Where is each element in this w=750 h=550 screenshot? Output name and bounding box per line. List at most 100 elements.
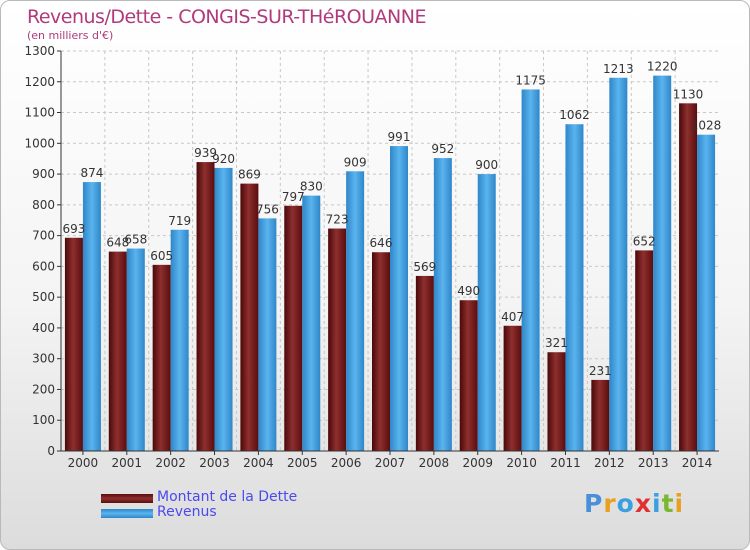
bar-dette [196,162,215,452]
y-tick-label: 300 [32,352,55,366]
x-tick-label: 2002 [155,456,186,470]
data-label: 874 [80,166,103,180]
bar-dette [108,251,127,451]
data-label: 939 [194,146,217,160]
logo-letter: P [584,489,604,518]
data-label: 231 [589,364,612,378]
bar-dette [240,183,259,451]
data-label: 490 [457,284,480,298]
proxiti-logo: Proxiti [584,489,684,518]
bar-revenus [609,77,628,452]
bar-revenus [126,248,145,451]
bar-dette [679,103,698,452]
bar-revenus [214,167,233,451]
bar-revenus [697,134,716,451]
y-tick-label: 200 [32,382,55,396]
data-label: 652 [633,234,656,248]
bar-dette [64,237,83,451]
data-label: 658 [124,233,147,247]
data-label: 991 [388,130,411,144]
y-tick-label: 600 [32,259,55,273]
logo-letter: x [634,489,652,518]
logo-letter: i [674,489,685,518]
bar-revenus [346,171,365,452]
x-tick-label: 2011 [550,456,581,470]
legend-swatch-debt [101,494,153,503]
x-tick-label: 2013 [638,456,669,470]
legend-swatch-revenus [101,509,153,518]
logo-letter: r [603,489,617,518]
x-tick-label: 2001 [112,456,143,470]
bar-revenus [565,124,584,451]
data-label: 569 [413,260,436,274]
data-label: 900 [475,158,498,172]
x-tick-label: 2014 [682,456,713,470]
data-label: 952 [431,142,454,156]
bar-dette [591,379,610,451]
x-tick-label: 2012 [594,456,625,470]
logo-letter: i [652,489,662,518]
x-tick-label: 2009 [462,456,493,470]
bar-revenus [82,182,101,452]
y-tick-label: 1100 [24,106,55,120]
chart-title: Revenus/Dette - CONGIS-SUR-THéROUANNE [27,6,426,28]
bar-revenus [653,75,672,451]
data-label: 920 [212,152,235,166]
bar-dette [284,205,303,451]
data-label: 605 [150,249,173,263]
y-tick-label: 1000 [24,136,55,150]
x-tick-label: 2010 [506,456,537,470]
bar-revenus [521,89,540,451]
y-tick-label: 800 [32,198,55,212]
x-tick-label: 2005 [287,456,318,470]
data-label: 909 [344,155,367,169]
x-tick-label: 2008 [419,456,450,470]
data-label: 1213 [603,62,634,76]
y-tick-label: 400 [32,321,55,335]
data-label: 1062 [559,108,590,122]
data-label: 719 [168,214,191,228]
bar-revenus [433,158,452,452]
bar-dette [152,264,171,451]
data-label: 797 [282,190,305,204]
bar-dette [328,228,347,451]
bar-revenus [302,195,321,451]
x-tick-label: 2003 [199,456,230,470]
data-label: 1028 [691,119,722,133]
x-tick-label: 2000 [68,456,99,470]
bar-dette [503,325,522,451]
data-label: 648 [106,236,129,250]
y-tick-label: 700 [32,229,55,243]
x-tick-label: 2004 [243,456,274,470]
y-tick-label: 1200 [24,75,55,89]
bar-revenus [390,146,408,452]
data-label: 1220 [647,60,678,74]
bar-revenus [170,229,189,451]
data-label: 693 [62,222,85,236]
bar-dette [459,300,478,451]
logo-letter: t [661,489,675,518]
data-label: 756 [256,202,279,216]
data-label: 646 [370,236,393,250]
data-label: 407 [501,310,524,324]
logo-letter: o [616,489,635,518]
bar-dette [635,250,654,451]
legend-label-revenus: Revenus [157,504,217,520]
chart-subtitle: (en milliers d'€) [27,29,114,42]
data-label: 321 [545,336,568,350]
bar-dette [372,252,390,451]
y-tick-label: 900 [32,167,55,181]
x-tick-label: 2006 [331,456,362,470]
y-tick-label: 500 [32,290,55,304]
bar-dette [415,275,434,451]
bar-revenus [258,218,277,451]
data-label: 1175 [515,73,546,87]
y-tick-label: 100 [32,413,55,427]
data-label: 869 [238,168,261,182]
y-tick-label: 0 [47,444,55,458]
bar-revenus [477,174,496,452]
y-tick-label: 1300 [24,44,55,58]
legend-label-debt: Montant de la Dette [157,489,298,505]
